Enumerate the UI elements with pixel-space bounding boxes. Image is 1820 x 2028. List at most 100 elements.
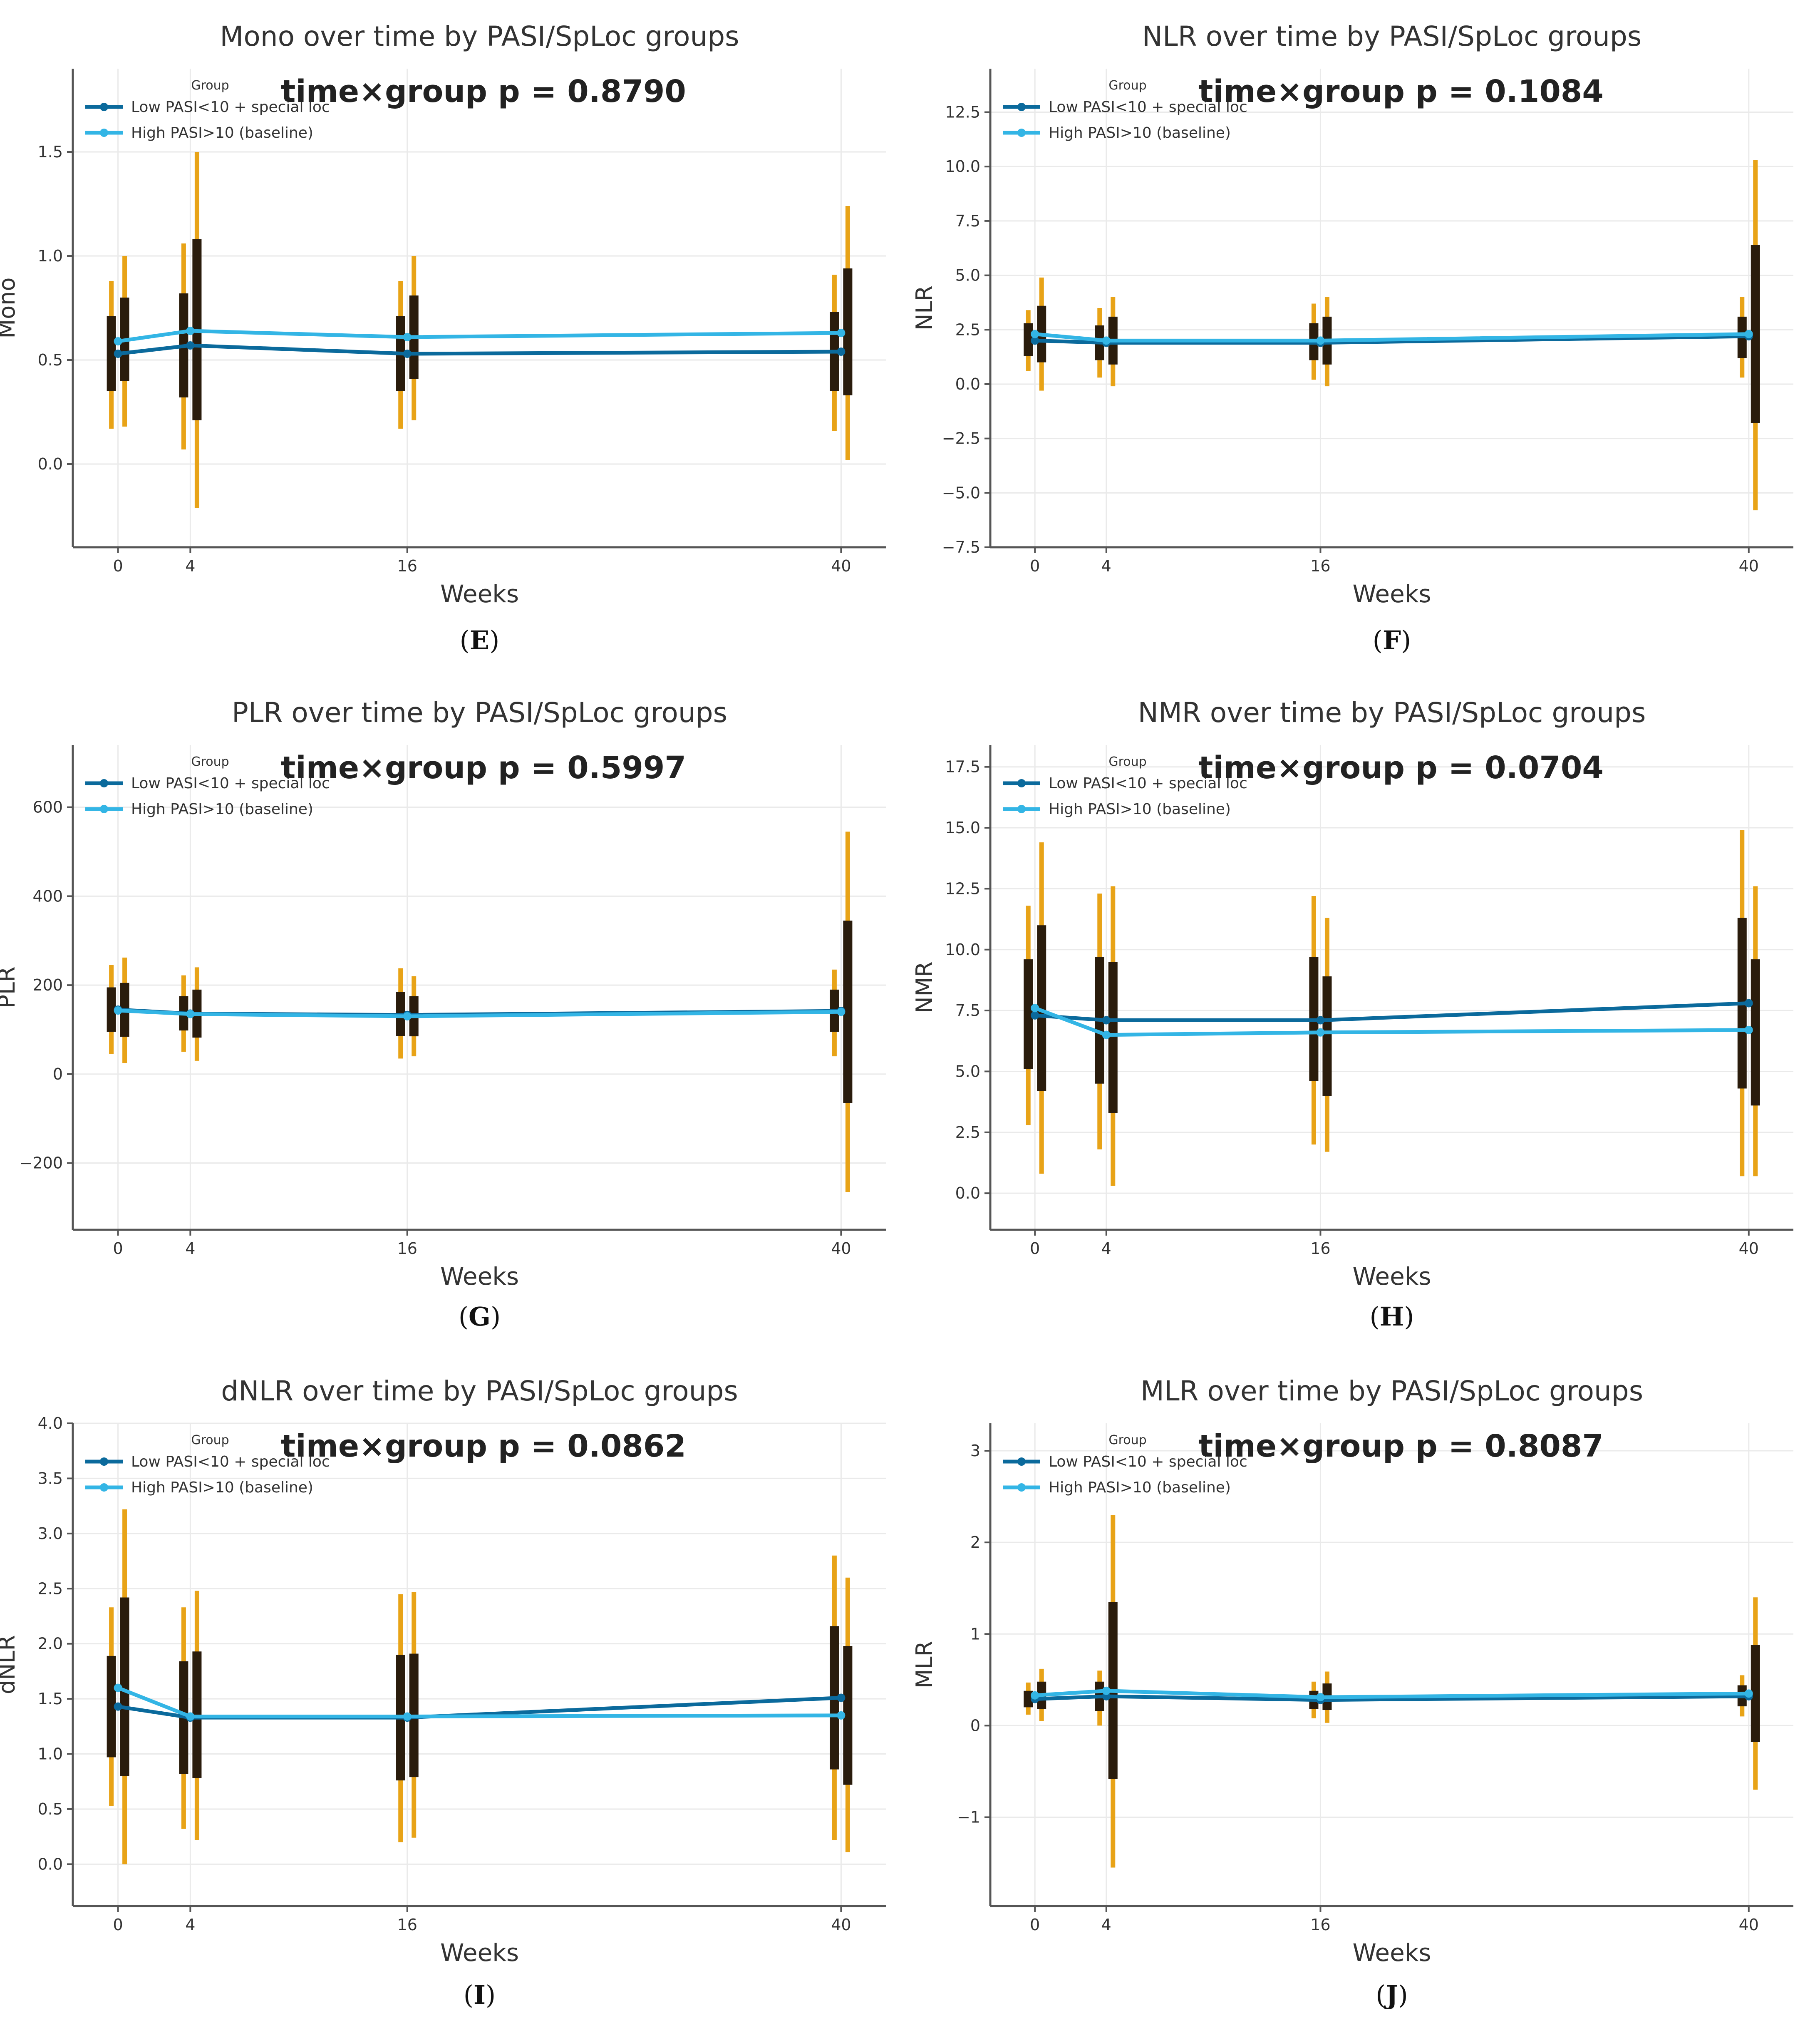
- y-tick-label: 5.0: [955, 1062, 980, 1080]
- annotation: time×group p = 0.0704: [1198, 750, 1604, 786]
- series-line-high: [117, 1686, 841, 1718]
- legend-label: Low PASI<10 + special loc: [1049, 775, 1247, 792]
- x-tick-label: 40: [831, 557, 851, 575]
- x-tick-label: 16: [1310, 557, 1330, 575]
- y-tick-label: 3.0: [38, 1524, 63, 1543]
- x-tick-label: 16: [397, 1239, 417, 1258]
- annotation: time×group p = 0.8087: [1198, 1428, 1604, 1464]
- y-tick-label: 0.5: [38, 351, 63, 369]
- legend-title: Group: [191, 1433, 229, 1447]
- y-tick-label: 0: [53, 1065, 63, 1083]
- series-line-high: [1034, 332, 1749, 343]
- panel-label: (E): [460, 625, 500, 655]
- y-tick-label: 0: [970, 1716, 980, 1735]
- y-tick-label: −5.0: [942, 484, 980, 502]
- legend-label: Low PASI<10 + special loc: [1049, 99, 1247, 116]
- y-tick-label: 200: [32, 976, 63, 994]
- series-line-low: [118, 343, 841, 356]
- y-tick-label: 2: [970, 1533, 980, 1551]
- y-axis-label: PLR: [0, 966, 20, 1008]
- legend-marker: [100, 805, 108, 813]
- data-point: [1031, 330, 1039, 338]
- legend-marker: [100, 129, 108, 137]
- panel-label: (I): [464, 1980, 496, 2010]
- annotation: time×group p = 0.0862: [281, 1428, 686, 1464]
- x-tick-label: 40: [831, 1916, 851, 1934]
- data-point: [114, 350, 122, 358]
- y-tick-label: 5.0: [955, 266, 980, 285]
- panel-label-part: (: [1370, 1301, 1380, 1332]
- data-point: [186, 1712, 195, 1721]
- x-tick-label: 40: [1739, 557, 1759, 575]
- panel-label-part: H: [1380, 1301, 1404, 1332]
- data-point: [114, 1683, 122, 1692]
- y-tick-label: 1.5: [38, 143, 63, 161]
- y-tick-label: 0.5: [38, 1800, 63, 1818]
- x-tick-label: 16: [397, 1916, 417, 1934]
- y-tick-label: 17.5: [945, 758, 980, 776]
- legend-marker: [100, 1483, 108, 1492]
- chart-title: Mono over time by PASI/SpLoc groups: [220, 20, 739, 52]
- legend-marker: [1017, 1483, 1026, 1492]
- x-tick-label: 16: [1310, 1916, 1330, 1934]
- data-point: [837, 1693, 846, 1702]
- annotation: time×group p = 0.8790: [281, 74, 686, 109]
- x-axis-label: Weeks: [440, 580, 519, 608]
- data-point: [1316, 1016, 1325, 1025]
- chart-title: MLR over time by PASI/SpLoc groups: [1141, 1375, 1643, 1407]
- legend-marker: [1017, 805, 1026, 813]
- y-tick-label: 3: [970, 1442, 980, 1460]
- data-point: [1316, 1693, 1325, 1702]
- data-point: [837, 348, 846, 356]
- x-tick-label: 4: [185, 1239, 195, 1258]
- y-tick-label: −2.5: [942, 429, 980, 448]
- y-tick-label: 2.5: [38, 1579, 63, 1598]
- y-tick-label: 3.5: [38, 1469, 63, 1487]
- data-point: [186, 1010, 195, 1018]
- x-tick-label: 0: [113, 1916, 123, 1934]
- series-line-low: [1034, 1001, 1749, 1023]
- series-line-high: [117, 329, 841, 343]
- legend-label: High PASI>10 (baseline): [1049, 124, 1231, 141]
- x-axis-label: Weeks: [1352, 1262, 1431, 1291]
- y-tick-label: 7.5: [955, 212, 980, 230]
- data-point: [403, 333, 412, 341]
- y-tick-label: 2.0: [38, 1635, 63, 1653]
- x-tick-label: 40: [1739, 1239, 1759, 1258]
- panel-label-part: ): [1398, 1980, 1408, 2010]
- x-tick-label: 0: [1030, 1916, 1040, 1934]
- data-point: [1102, 1016, 1111, 1025]
- y-axis-label: MLR: [911, 1641, 937, 1688]
- legend-label: Low PASI<10 + special loc: [131, 1453, 330, 1470]
- y-tick-label: 1.5: [38, 1690, 63, 1708]
- legend-marker: [100, 1457, 108, 1466]
- y-tick-label: −200: [20, 1154, 63, 1172]
- legend-marker: [100, 103, 108, 111]
- data-point: [1744, 1025, 1753, 1034]
- series-line-high: [1034, 1689, 1749, 1699]
- y-tick-label: 400: [32, 887, 63, 905]
- x-axis-label: Weeks: [1352, 580, 1431, 608]
- x-tick-label: 4: [1101, 1239, 1111, 1258]
- data-point: [114, 337, 122, 345]
- data-point: [837, 1711, 846, 1720]
- legend-title: Group: [1108, 78, 1146, 93]
- y-tick-label: 1.0: [38, 247, 63, 265]
- panel-label-part: ): [486, 1980, 496, 2010]
- x-tick-label: 16: [397, 557, 417, 575]
- y-tick-label: 2.5: [955, 1123, 980, 1142]
- data-point: [1102, 1030, 1111, 1039]
- legend-label: High PASI>10 (baseline): [1049, 1479, 1231, 1496]
- data-point: [186, 327, 195, 335]
- x-tick-label: 0: [113, 1239, 123, 1258]
- x-tick-label: 4: [185, 557, 195, 575]
- data-point: [1102, 336, 1111, 345]
- data-point: [114, 1702, 122, 1711]
- panel-label-part: ): [491, 1301, 501, 1332]
- panel-label: (H): [1370, 1301, 1414, 1332]
- legend-marker: [100, 779, 108, 787]
- legend-marker: [1017, 129, 1026, 137]
- panel-G: PLR over time by PASI/SpLoc groups −200 0 2…: [0, 697, 886, 1332]
- legend-label: High PASI>10 (baseline): [131, 124, 313, 141]
